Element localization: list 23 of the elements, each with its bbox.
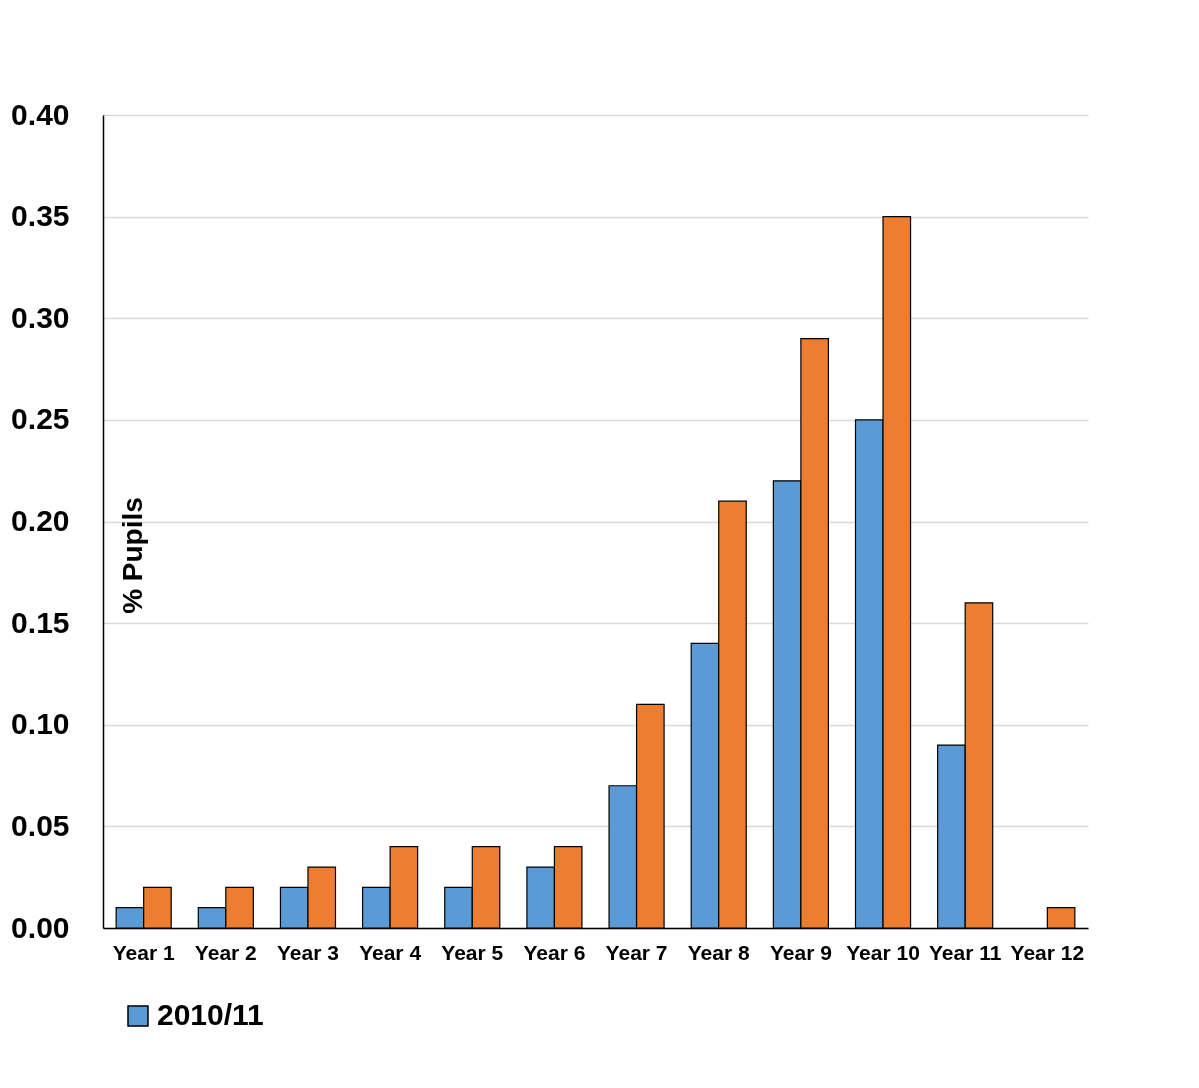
x-tick-label: Year 4 — [359, 940, 422, 964]
y-tick-label: 0.05 — [11, 808, 70, 842]
x-tick-label: Year 8 — [687, 940, 750, 964]
x-tick-label: Year 6 — [523, 940, 586, 964]
x-tick-label: Year 2 — [194, 940, 257, 964]
x-tick-label: Year 5 — [441, 940, 504, 964]
y-tick-label: 0.25 — [11, 402, 70, 436]
x-tick-label: Year 3 — [277, 940, 339, 964]
y-tick-label: 0.20 — [11, 504, 70, 537]
x-tick-label: Year 12 — [1010, 940, 1085, 964]
x-tick-label: Year 9 — [769, 940, 832, 964]
y-tick-label: 0.15 — [11, 605, 70, 639]
y-tick-label: 0.00 — [11, 910, 70, 944]
x-tick-label: Year 10 — [846, 940, 920, 964]
y-axis-title: % Pupils — [116, 497, 148, 614]
y-tick-label: 0.35 — [11, 199, 70, 233]
y-tick-label: 0.40 — [11, 97, 70, 131]
x-tick-label: Year 7 — [605, 940, 668, 964]
x-tick-label: Year 11 — [928, 940, 1002, 964]
y-tick-label: 0.30 — [11, 300, 70, 334]
legend-label: 2010/11 — [157, 998, 264, 1031]
y-tick-label: 0.10 — [11, 707, 70, 741]
x-tick-label: Year 1 — [112, 940, 175, 964]
